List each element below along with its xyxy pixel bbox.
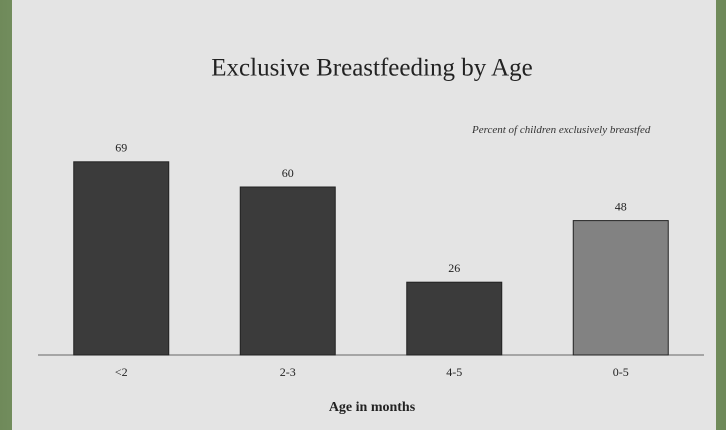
bar bbox=[572, 220, 669, 356]
data-label: 26 bbox=[448, 261, 460, 275]
x-tick-label: <2 bbox=[115, 365, 128, 379]
data-label: 69 bbox=[115, 141, 127, 155]
data-label: 48 bbox=[615, 199, 627, 213]
data-label: 60 bbox=[282, 166, 294, 180]
bar bbox=[73, 161, 170, 356]
x-tick-label: 4-5 bbox=[446, 365, 462, 379]
annotation: Percent of children exclusively breastfe… bbox=[472, 124, 651, 136]
chart-title: Exclusive Breastfeeding by Age bbox=[211, 55, 532, 82]
x-tick-label: 0-5 bbox=[613, 365, 629, 379]
bar bbox=[239, 186, 336, 356]
x-tick-label: 2-3 bbox=[280, 365, 296, 379]
bar bbox=[406, 281, 503, 356]
x-axis-label: Age in months bbox=[329, 400, 416, 415]
